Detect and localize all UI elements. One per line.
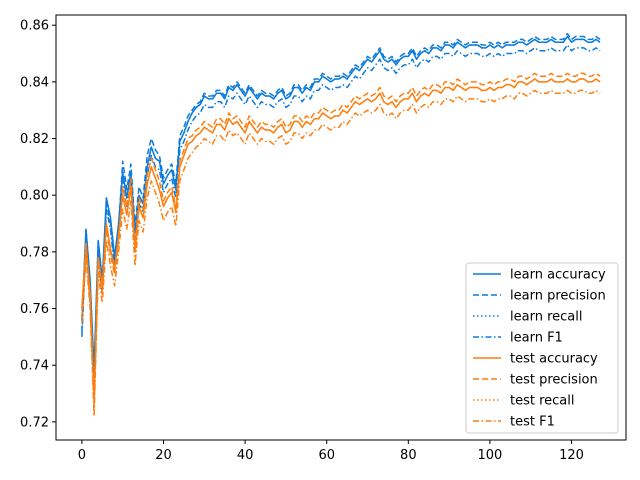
legend-box bbox=[465, 262, 619, 434]
legend-label: learn precision bbox=[510, 289, 606, 304]
plot-frame bbox=[55, 14, 627, 441]
y-tick-label: 0.80 bbox=[20, 189, 49, 204]
y-tick-label: 0.78 bbox=[20, 245, 49, 260]
legend-label: test precision bbox=[510, 373, 598, 388]
series-line-6 bbox=[81, 78, 601, 400]
series-line-1 bbox=[81, 32, 601, 381]
x-tick-label: 0 bbox=[78, 448, 86, 463]
x-tick-label: 120 bbox=[559, 448, 584, 463]
x-tick-label: 100 bbox=[478, 448, 503, 463]
y-tick-label: 0.76 bbox=[20, 302, 49, 317]
legend-label: learn accuracy bbox=[510, 268, 606, 283]
legend: learn accuracy learn precision learn recal… bbox=[465, 262, 619, 434]
x-tick-label: 20 bbox=[155, 448, 172, 463]
legend-label: test recall bbox=[510, 394, 575, 409]
x-tick-label: 80 bbox=[400, 448, 417, 463]
x-tick-label: 60 bbox=[318, 448, 335, 463]
y-tick-label: 0.74 bbox=[20, 359, 49, 374]
y-tick-label: 0.84 bbox=[20, 75, 49, 90]
y-tick-label: 0.82 bbox=[20, 132, 49, 147]
legend-label: test accuracy bbox=[510, 352, 598, 367]
plot-area bbox=[81, 32, 601, 417]
y-tick-label: 0.72 bbox=[20, 415, 49, 430]
y-axis: 0.72 0.74 0.76 0.78 0.80 0.82 0.84 0.86 bbox=[20, 19, 56, 430]
series-line-2 bbox=[81, 35, 601, 372]
legend-label: test F1 bbox=[510, 415, 555, 430]
x-axis: 0 20 40 60 80 100 120 bbox=[78, 440, 584, 463]
x-tick-label: 40 bbox=[237, 448, 254, 463]
series-line-7 bbox=[81, 89, 601, 417]
series-line-5 bbox=[81, 72, 601, 409]
legend-label: learn F1 bbox=[510, 331, 563, 346]
legend-label: learn recall bbox=[510, 310, 582, 325]
y-tick-label: 0.86 bbox=[20, 19, 49, 34]
